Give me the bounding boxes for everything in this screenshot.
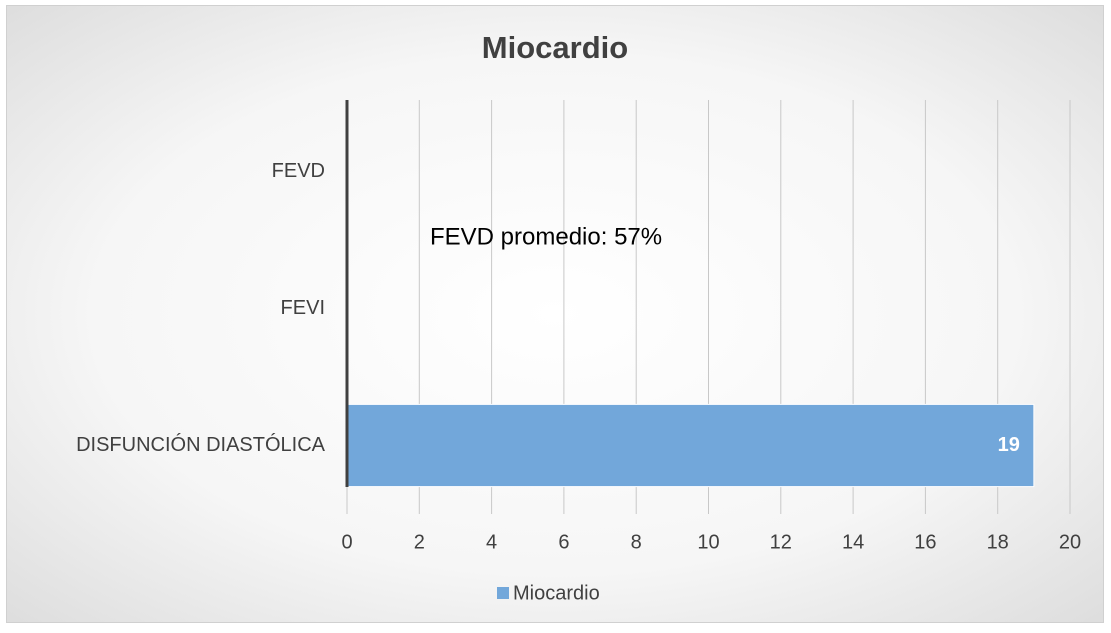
x-tick-label: 10 [697, 531, 719, 553]
x-tick-label: 2 [414, 531, 425, 553]
y-tick-label: FEVD [272, 160, 325, 182]
x-tick-label: 16 [914, 531, 936, 553]
chart-title: Miocardio [482, 30, 628, 65]
y-tick-label: FEVI [281, 297, 325, 319]
bar [346, 403, 1035, 488]
annotation: FEVD promedio: 57% [430, 223, 662, 250]
x-tick-label: 0 [341, 531, 352, 553]
x-tick-label: 20 [1059, 531, 1081, 553]
x-tick-label: 18 [987, 531, 1009, 553]
x-tick-label: 12 [770, 531, 792, 553]
x-tick-label: 4 [486, 531, 497, 553]
x-tick-label: 14 [842, 531, 864, 553]
y-tick-label: DISFUNCIÓN DIASTÓLICA [76, 433, 326, 456]
x-tick-label: 6 [558, 531, 569, 553]
legend-swatch [497, 587, 509, 599]
value-label: 19 [998, 434, 1020, 456]
x-tick-label: 8 [631, 531, 642, 553]
chart-background [6, 5, 1104, 623]
legend-label: Miocardio [513, 582, 600, 604]
